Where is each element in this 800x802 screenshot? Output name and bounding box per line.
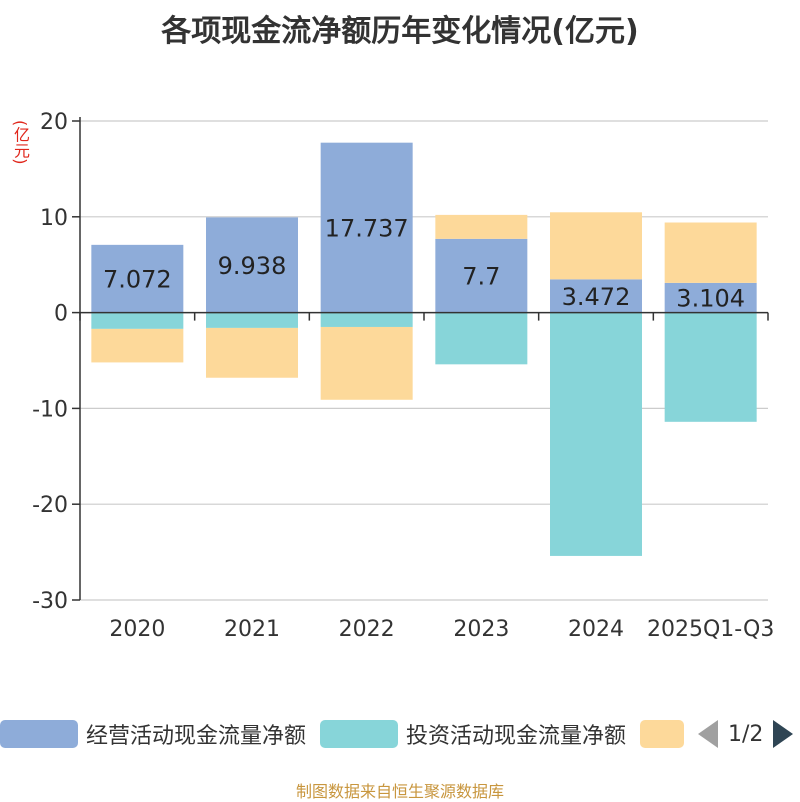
bar-2023-series-1[interactable]: [435, 312, 528, 365]
bar-2020-series-0[interactable]: [91, 244, 184, 313]
chart-title: 各项现金流净额历年变化情况(亿元): [161, 14, 639, 49]
legend-swatch-operating: [0, 720, 78, 748]
bar-2020-series-2[interactable]: [91, 328, 184, 363]
legend-label-operating: 经营活动现金流量净额: [86, 724, 307, 749]
x-tick-label: 2022: [339, 617, 395, 642]
legend-item-investing[interactable]: 投资活动现金流量净额: [320, 716, 626, 752]
bar-2021-series-0[interactable]: [206, 217, 298, 313]
data-label-2022: 17.737: [325, 215, 409, 243]
bar-2025Q1-Q3-series-1[interactable]: [664, 312, 757, 422]
legend-swatch-investing: [320, 720, 398, 748]
x-tick-label: 2021: [224, 617, 280, 642]
data-label-2023: 7.7: [462, 263, 500, 291]
data-label-2025Q1-Q3: 3.104: [676, 285, 745, 313]
legend-item-operating[interactable]: 经营活动现金流量净额: [0, 716, 306, 752]
y-tick-label: 20: [40, 110, 68, 135]
bar-2022-series-2[interactable]: [320, 326, 413, 400]
legend-swatch-third-series: [640, 720, 684, 748]
bar-2021-series-2[interactable]: [206, 327, 298, 378]
y-tick-label: -20: [32, 493, 68, 518]
bar-2021-series-1[interactable]: [206, 312, 298, 328]
y-tick-label: 10: [40, 206, 68, 231]
y-tick-label: 0: [54, 302, 68, 327]
legend: 经营活动现金流量净额 投资活动现金流量净额 1/2: [0, 716, 800, 756]
legend-page-indicator: 1/2: [728, 721, 764, 747]
bar-2022-series-1[interactable]: [320, 312, 413, 327]
data-label-2020: 7.072: [103, 266, 172, 294]
y-tick-label: -10: [32, 397, 68, 422]
x-tick-label: 2023: [453, 617, 509, 642]
bar-2023-series-0[interactable]: [435, 238, 528, 313]
bar-2024-series-1[interactable]: [550, 312, 642, 556]
bar-2023-series-2[interactable]: [435, 214, 528, 239]
legend-next-page-icon[interactable]: [773, 720, 794, 748]
x-tick-label: 2025Q1-Q3: [647, 617, 774, 642]
legend-item-third-series[interactable]: [640, 716, 684, 752]
data-label-2021: 9.938: [218, 252, 287, 280]
legend-pager: 1/2: [698, 716, 794, 752]
x-tick-label: 2024: [568, 617, 624, 642]
legend-prev-page-icon[interactable]: [698, 720, 718, 748]
bar-2024-series-0[interactable]: [550, 279, 642, 313]
bar-2025Q1-Q3-series-2[interactable]: [664, 222, 757, 283]
data-source-note: 制图数据来自恒生聚源数据库: [295, 782, 504, 801]
data-label-2024: 3.472: [562, 283, 631, 311]
bar-2020-series-1[interactable]: [91, 312, 184, 329]
y-tick-label: -30: [32, 589, 68, 614]
bar-2025Q1-Q3-series-0[interactable]: [664, 282, 757, 313]
bar-2022-series-0[interactable]: [320, 142, 413, 313]
bar-2024-series-2[interactable]: [550, 212, 642, 280]
stacked-bar-chart: 7.072 9.938 17.737 7.7 3.472 3.104 20 10 0 -10 -2…: [32, 110, 774, 642]
y-axis-unit-label: (亿元): [11, 120, 30, 165]
legend-label-investing: 投资活动现金流量净额: [406, 724, 627, 749]
x-tick-label: 2020: [109, 617, 165, 642]
